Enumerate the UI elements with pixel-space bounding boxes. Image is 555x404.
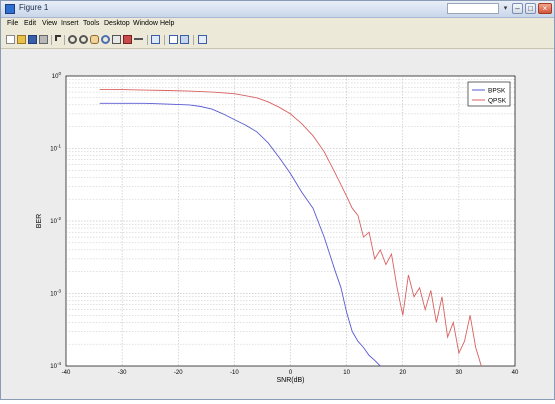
x-tick-label: 0 — [289, 370, 293, 376]
toolbar-separator — [164, 35, 165, 45]
close-button[interactable]: × — [538, 3, 552, 14]
new-figure-icon[interactable] — [6, 35, 15, 44]
x-tick-label: 30 — [456, 370, 463, 376]
link-icon[interactable] — [134, 35, 143, 40]
tick-labels: -40 -30 -20 -10 0 10 20 30 40 10-4 10-3 10-2 10-1 100 — [50, 71, 519, 376]
series-line-qpsk[interactable] — [99, 89, 482, 367]
x-tick-label: 20 — [399, 370, 406, 376]
ber-plot[interactable]: -40 -30 -20 -10 0 10 20 30 40 10-4 10-3 10-2 10-1 100… — [1, 49, 554, 399]
brush-icon[interactable] — [123, 35, 132, 44]
series-lines — [99, 89, 482, 367]
x-tick-label: -40 — [62, 370, 71, 376]
x-tick-label: -10 — [230, 370, 239, 376]
toolbar-separator — [64, 35, 65, 45]
figure-toolbar — [1, 32, 554, 49]
y-tick-label: 10-3 — [50, 289, 61, 298]
toolbar-separator — [51, 35, 52, 45]
menu-edit[interactable]: Edit — [24, 20, 37, 27]
zoom-in-icon[interactable] — [68, 35, 77, 44]
grid — [66, 76, 515, 366]
legend-icon[interactable] — [169, 35, 178, 44]
menu-bar: File Edit View Insert Tools Desktop Wind… — [1, 18, 554, 31]
pan-icon[interactable] — [90, 35, 99, 44]
matlab-figure-icon — [5, 4, 15, 14]
colorbar-icon[interactable] — [151, 35, 160, 44]
minimize-button[interactable]: – — [512, 3, 523, 14]
toolbar-separator — [193, 35, 194, 45]
legend-box — [467, 81, 511, 107]
y-tick-label: 100 — [52, 71, 62, 80]
y-tick-label: 10-1 — [50, 144, 61, 153]
menu-file[interactable]: File — [7, 20, 19, 27]
maximize-button[interactable]: □ — [525, 3, 536, 14]
show-plot-tools-icon[interactable] — [198, 35, 207, 44]
y-tick-label: 10-4 — [50, 361, 61, 370]
legend-label-bpsk: BPSK — [488, 88, 506, 95]
y-axis-label: BER — [36, 214, 43, 228]
window-title: Figure 1 — [19, 3, 49, 12]
legend[interactable]: BPSK QPSK — [467, 81, 511, 107]
x-tick-label: 40 — [512, 370, 519, 376]
series-line-bpsk[interactable] — [99, 102, 381, 367]
rotate-icon[interactable] — [101, 35, 110, 44]
menu-insert[interactable]: Insert — [61, 20, 79, 27]
x-axis-label: SNR(dB) — [276, 377, 304, 384]
figure-canvas: -40 -30 -20 -10 0 10 20 30 40 10-4 10-3 10-2 10-1 100… — [1, 49, 554, 399]
zoom-out-icon[interactable] — [79, 35, 88, 44]
title-dropdown-icon[interactable]: ▾ — [503, 5, 508, 12]
legend-label-qpsk: QPSK — [488, 98, 507, 105]
menu-tools[interactable]: Tools — [83, 20, 100, 27]
menu-desktop[interactable]: Desktop — [104, 20, 130, 27]
menu-help[interactable]: Help — [160, 20, 175, 27]
toolbar-separator — [147, 35, 148, 45]
edit-plot-icon[interactable] — [55, 35, 61, 41]
data-cursor-icon[interactable] — [112, 35, 121, 44]
print-icon[interactable] — [39, 35, 48, 44]
x-tick-label: -20 — [174, 370, 183, 376]
menu-view[interactable]: View — [42, 20, 58, 27]
save-icon[interactable] — [28, 35, 37, 44]
hide-plot-tools-icon[interactable] — [180, 35, 189, 44]
title-search-field[interactable] — [447, 3, 499, 14]
menu-window[interactable]: Window — [133, 20, 158, 27]
x-tick-label: -30 — [118, 370, 127, 376]
open-file-icon[interactable] — [17, 35, 26, 44]
y-tick-label: 10-2 — [50, 216, 61, 225]
x-tick-label: 10 — [343, 370, 350, 376]
title-bar[interactable]: Figure 1 ▾ – □ × — [1, 1, 554, 18]
